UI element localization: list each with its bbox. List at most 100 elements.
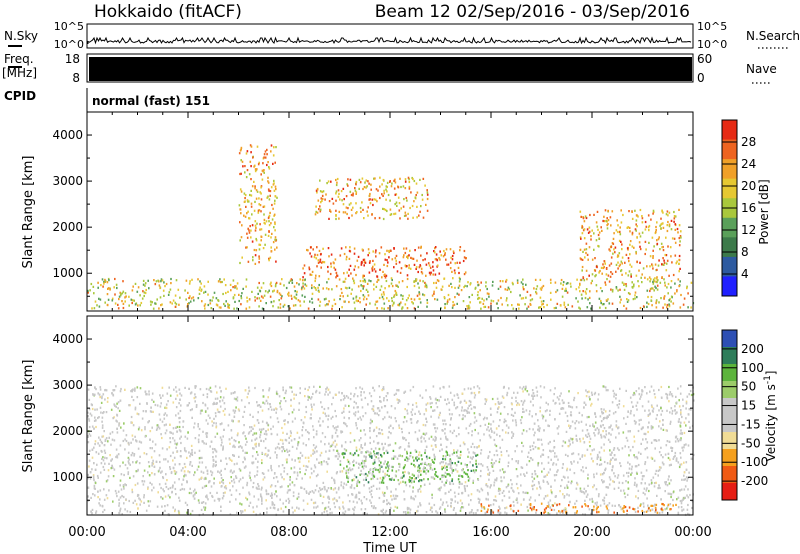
echo-cell	[342, 211, 345, 214]
echo-cell	[383, 192, 385, 195]
echo-cell	[388, 415, 391, 418]
echo-cell	[466, 307, 469, 310]
echo-cell	[253, 447, 255, 450]
echo-cell	[258, 297, 261, 300]
echo-cell	[201, 409, 203, 412]
echo-cell	[352, 453, 355, 457]
echo-cell	[346, 294, 349, 297]
echo-cell	[382, 476, 384, 479]
echo-cell	[113, 286, 115, 289]
echo-cell	[393, 247, 395, 250]
echo-cell	[274, 447, 277, 450]
echo-cell	[602, 424, 604, 427]
echo-cell	[562, 511, 564, 514]
echo-cell	[252, 433, 254, 436]
echo-cell	[498, 505, 500, 508]
echo-cell	[87, 289, 89, 292]
echo-cell	[520, 297, 523, 300]
echo-cell	[489, 450, 491, 454]
echo-cell	[454, 495, 457, 498]
echo-cell	[449, 391, 452, 394]
echo-cell	[400, 207, 402, 210]
echo-cell	[89, 412, 92, 415]
echo-cell	[441, 480, 443, 483]
echo-cell	[446, 302, 448, 305]
echo-cell	[642, 438, 644, 441]
echo-cell	[392, 449, 395, 452]
echo-cell	[308, 438, 310, 441]
echo-cell	[410, 479, 412, 482]
echo-cell	[212, 451, 214, 454]
echo-cell	[605, 430, 607, 433]
echo-cell	[356, 211, 358, 214]
echo-cell	[589, 213, 591, 217]
echo-cell	[617, 230, 619, 234]
echo-cell	[433, 281, 435, 285]
echo-cell	[378, 460, 381, 463]
echo-cell	[430, 271, 432, 274]
echo-cell	[673, 215, 676, 218]
echo-cell	[620, 260, 623, 263]
echo-cell	[677, 278, 680, 281]
echo-cell	[302, 267, 304, 270]
echo-cell	[160, 280, 162, 283]
echo-cell	[608, 248, 610, 251]
echo-cell	[511, 431, 513, 434]
echo-cell	[631, 233, 634, 236]
echo-cell	[678, 420, 680, 423]
echo-cell	[327, 487, 330, 490]
echo-cell	[437, 488, 440, 491]
echo-cell	[444, 303, 446, 306]
echo-cell	[353, 268, 356, 271]
echo-cell	[240, 295, 242, 298]
echo-cell	[259, 493, 262, 496]
echo-cell	[224, 485, 227, 488]
echo-cell	[444, 306, 446, 310]
echo-cell	[506, 391, 509, 394]
echo-cell	[686, 508, 689, 511]
echo-cell	[160, 433, 162, 436]
echo-cell	[440, 461, 443, 464]
echo-cell	[258, 487, 260, 490]
echo-cell	[422, 216, 425, 219]
echo-cell	[263, 218, 266, 221]
echo-cell	[326, 489, 328, 492]
echo-cell	[677, 512, 680, 515]
echo-cell	[351, 468, 354, 471]
echo-cell	[605, 267, 608, 270]
echo-cell	[233, 307, 235, 310]
echo-cell	[359, 429, 362, 432]
echo-cell	[652, 256, 654, 259]
echo-cell	[222, 409, 225, 413]
echo-cell	[566, 493, 568, 496]
echo-cell	[501, 429, 504, 432]
echo-cell	[327, 393, 329, 396]
echo-cell	[452, 304, 454, 307]
echo-cell	[468, 404, 470, 407]
echo-cell	[369, 202, 372, 205]
echo-cell	[644, 220, 647, 224]
echo-cell	[620, 221, 623, 224]
echo-cell	[567, 480, 570, 483]
echo-cell	[99, 388, 102, 391]
echo-cell	[229, 481, 231, 485]
echo-cell	[579, 210, 582, 213]
echo-cell	[493, 462, 496, 465]
echo-cell	[121, 513, 123, 516]
echo-cell	[337, 488, 340, 491]
echo-cell	[259, 433, 262, 436]
echo-cell	[603, 427, 606, 430]
echo-cell	[464, 415, 466, 418]
echo-cell	[645, 248, 647, 251]
echo-cell	[103, 488, 105, 491]
echo-cell	[547, 461, 550, 464]
echo-cell	[277, 480, 279, 483]
echo-cell	[251, 240, 254, 243]
echo-cell	[396, 398, 399, 401]
echo-cell	[564, 411, 567, 414]
echo-cell	[571, 420, 574, 423]
echo-cell	[117, 307, 120, 310]
echo-cell	[679, 499, 682, 503]
echo-cell	[412, 456, 414, 459]
echo-cell	[523, 399, 526, 402]
